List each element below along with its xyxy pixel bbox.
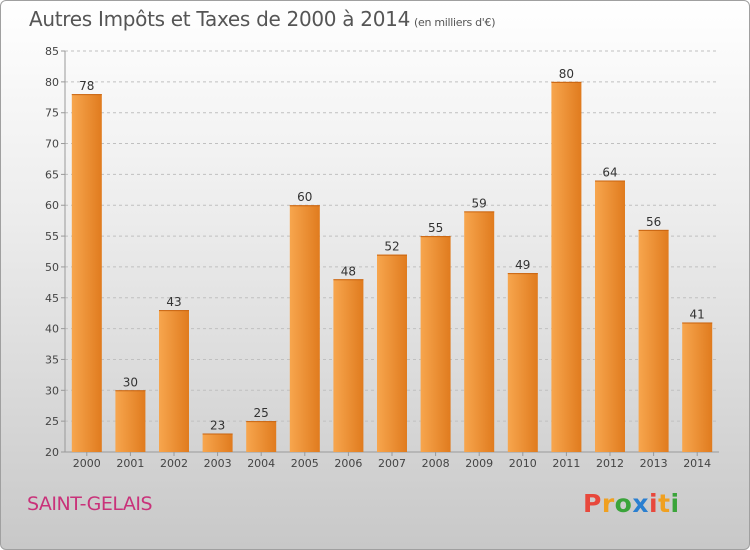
y-tick-label: 50 (45, 261, 59, 274)
y-tick-label: 80 (45, 76, 59, 89)
y-tick-label: 40 (45, 323, 59, 336)
y-tick-label: 85 (45, 45, 59, 58)
x-tick-label: 2000 (73, 457, 101, 470)
y-tick-label: 30 (45, 384, 59, 397)
value-label: 48 (341, 264, 356, 278)
bar (71, 94, 102, 452)
x-tick-label: 2012 (596, 457, 624, 470)
y-tick-label: 45 (45, 292, 59, 305)
y-tick-label: 75 (45, 107, 59, 120)
logo-letter: x (632, 489, 649, 518)
x-tick-label: 2010 (509, 457, 537, 470)
logo-letter: i (670, 489, 680, 518)
y-tick-label: 25 (45, 415, 59, 428)
value-label: 64 (602, 166, 617, 180)
labels: 20 25 30 35 40 45 50 55 60 65 70 75 80 85 78 2000 30 2001… (45, 45, 711, 470)
y-tick-label: 60 (45, 199, 59, 212)
logo-letter: t (658, 489, 671, 518)
bar (115, 390, 146, 452)
bar (507, 273, 538, 452)
chart-title: Autres Impôts et Taxes de 2000 à 2014 (en… (29, 7, 495, 31)
logo-letter: o (614, 489, 633, 518)
value-label: 80 (559, 67, 574, 81)
bar (551, 81, 582, 452)
x-tick-label: 2005 (291, 457, 319, 470)
bars (71, 81, 713, 453)
x-tick-label: 2003 (204, 457, 232, 470)
value-label: 43 (166, 295, 181, 309)
value-label: 52 (384, 240, 399, 254)
x-tick-label: 2008 (422, 457, 450, 470)
x-tick-label: 2013 (640, 457, 668, 470)
y-tick-label: 70 (45, 138, 59, 151)
value-label: 55 (428, 221, 443, 235)
bar-chart: 20 25 30 35 40 45 50 55 60 65 70 75 80 85 78 2000 30 2001… (45, 45, 719, 470)
y-tick-label: 20 (45, 446, 59, 459)
value-label: 59 (472, 196, 487, 210)
value-label: 23 (210, 418, 225, 432)
bar (682, 322, 713, 452)
bar (246, 421, 277, 452)
value-label: 25 (254, 406, 269, 420)
bar (638, 229, 669, 452)
x-tick-label: 2002 (160, 457, 188, 470)
commune-name: SAINT-GELAIS (27, 493, 153, 515)
bar (464, 211, 495, 452)
x-tick-label: 2014 (683, 457, 711, 470)
bar (289, 205, 320, 452)
value-label: 56 (646, 215, 661, 229)
x-tick-label: 2009 (465, 457, 493, 470)
bar (333, 279, 364, 452)
title-unit: (en milliers d'€) (414, 16, 496, 29)
x-tick-label: 2007 (378, 457, 406, 470)
x-tick-label: 2001 (116, 457, 144, 470)
logo-letter: P (583, 489, 602, 518)
x-tick-label: 2006 (334, 457, 362, 470)
bar (420, 236, 451, 452)
logo-letter: i (649, 489, 659, 518)
y-tick-label: 65 (45, 168, 59, 181)
bar (595, 180, 625, 453)
value-label: 78 (79, 79, 94, 93)
value-label: 30 (123, 375, 138, 389)
value-label: 41 (690, 307, 705, 321)
proxiti-logo: Proxiti (583, 489, 680, 518)
y-tick-label: 55 (45, 230, 59, 243)
bar (202, 433, 233, 452)
x-tick-label: 2011 (552, 457, 580, 470)
bar (159, 310, 189, 452)
bar (377, 254, 407, 452)
y-tick-label: 35 (45, 353, 59, 366)
x-tick-label: 2004 (247, 457, 275, 470)
title-text: Autres Impôts et Taxes de 2000 à 2014 (29, 7, 410, 31)
value-label: 49 (515, 258, 530, 272)
logo-letter: r (601, 489, 615, 518)
value-label: 60 (297, 190, 312, 204)
